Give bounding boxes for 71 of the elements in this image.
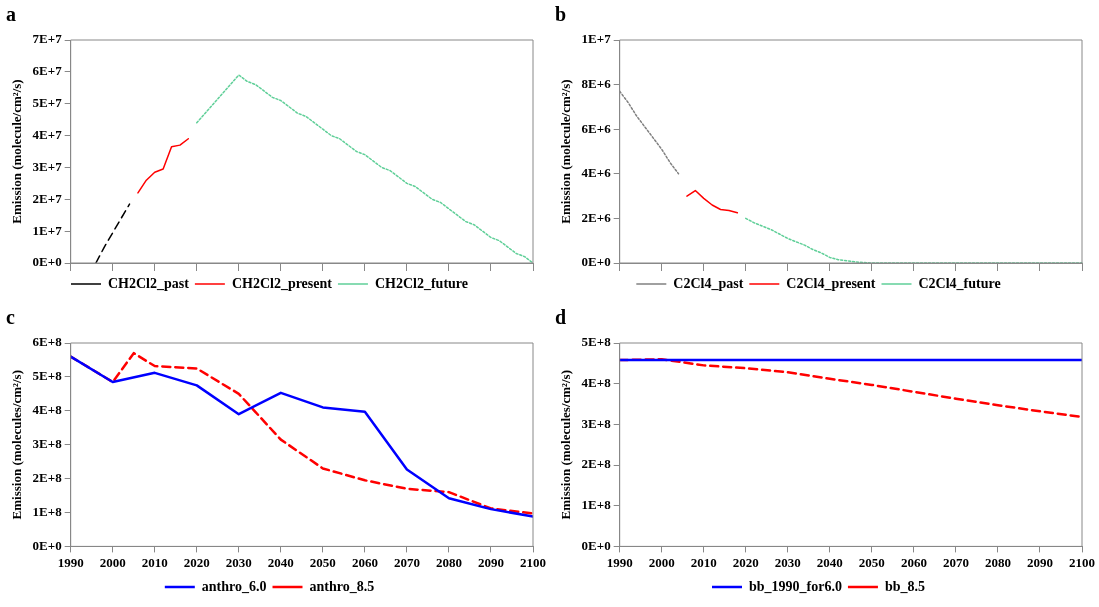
y-tick-label: 3E+8 [581,415,612,431]
x-tick-label: 2040 [816,554,843,570]
x-tick-label: 2030 [774,554,801,570]
legend-label: anthro_8.5 [309,578,375,594]
y-tick-label: 4E+6 [581,165,612,181]
x-tick-label: 2050 [309,554,336,570]
legend-label: C2Cl4_past [673,275,744,291]
y-tick-label: 3E+8 [32,436,63,452]
legend-label: bb_8.5 [884,578,926,594]
x-tick-label: 2000 [648,554,675,570]
y-tick-label: 2E+8 [32,469,63,485]
x-tick-label: 2090 [1026,554,1053,570]
x-tick-label: 2050 [858,554,885,570]
y-tick-label: 2E+7 [32,190,63,206]
y-axis-title: Emission (molecules/cm²/s) [9,369,25,520]
x-tick-label: 2020 [732,554,759,570]
y-tick-label: 3E+7 [32,158,63,174]
chart-title: d [555,306,567,329]
x-tick-label: 2060 [900,554,927,570]
y-tick-label: 2E+6 [581,209,612,225]
legend-label: C2Cl4_present [786,275,876,291]
y-tick-label: 5E+8 [32,368,63,384]
legend-label: bb_1990_for6.0 [748,578,842,594]
y-tick-label: 4E+7 [32,126,63,142]
legend-label: CH2Cl2_past [107,275,190,291]
x-tick-label: 2010 [141,554,168,570]
x-tick-label: 1990 [57,554,84,570]
y-tick-label: 0E+0 [32,254,62,270]
legend-label: CH2Cl2_present [231,275,333,291]
y-tick-label: 1E+7 [581,31,612,47]
x-tick-label: 2000 [99,554,126,570]
x-tick-label: 2040 [267,554,294,570]
y-axis-title: Emission (molecule/cm²/s) [9,79,25,224]
line-series [95,203,131,263]
y-tick-label: 4E+8 [32,402,63,418]
legend-label: C2Cl4_future [918,275,1001,291]
y-axis-title: Emission (molecules/cm²/s) [558,369,574,520]
legend-label: anthro_6.0 [201,578,267,594]
legend-label: CH2Cl2_future [374,275,469,291]
y-tick-label: 1E+8 [32,503,63,519]
x-tick-label: 2100 [520,554,546,570]
x-tick-label: 2080 [435,554,462,570]
y-tick-label: 8E+6 [581,75,612,91]
y-tick-label: 1E+8 [581,497,612,513]
chart-title: c [6,306,15,329]
x-tick-label: 2010 [690,554,717,570]
x-tick-label: 2060 [351,554,378,570]
y-tick-label: 6E+8 [32,334,63,350]
y-tick-label: 4E+8 [581,375,612,391]
y-axis-title: Emission (molecule/cm²/s) [558,79,574,224]
x-tick-label: 2070 [942,554,969,570]
y-tick-label: 7E+7 [32,31,63,47]
y-tick-label: 2E+8 [581,456,612,472]
y-tick-label: 5E+8 [581,334,612,350]
y-tick-label: 5E+7 [32,95,63,111]
x-tick-label: 2100 [1069,554,1095,570]
x-tick-label: 2070 [393,554,420,570]
chart-title: a [6,3,16,26]
x-tick-label: 2090 [477,554,504,570]
chart-title: b [555,3,567,26]
y-tick-label: 1E+7 [32,222,63,238]
y-tick-label: 0E+0 [581,254,611,270]
x-tick-label: 2080 [984,554,1011,570]
y-tick-label: 0E+0 [581,537,611,553]
y-tick-label: 6E+6 [581,120,612,136]
y-tick-label: 6E+7 [32,63,63,79]
x-tick-label: 2030 [225,554,252,570]
line-series [196,74,534,263]
x-tick-label: 1990 [606,554,633,570]
x-tick-label: 2020 [183,554,210,570]
y-tick-label: 0E+0 [32,537,62,553]
